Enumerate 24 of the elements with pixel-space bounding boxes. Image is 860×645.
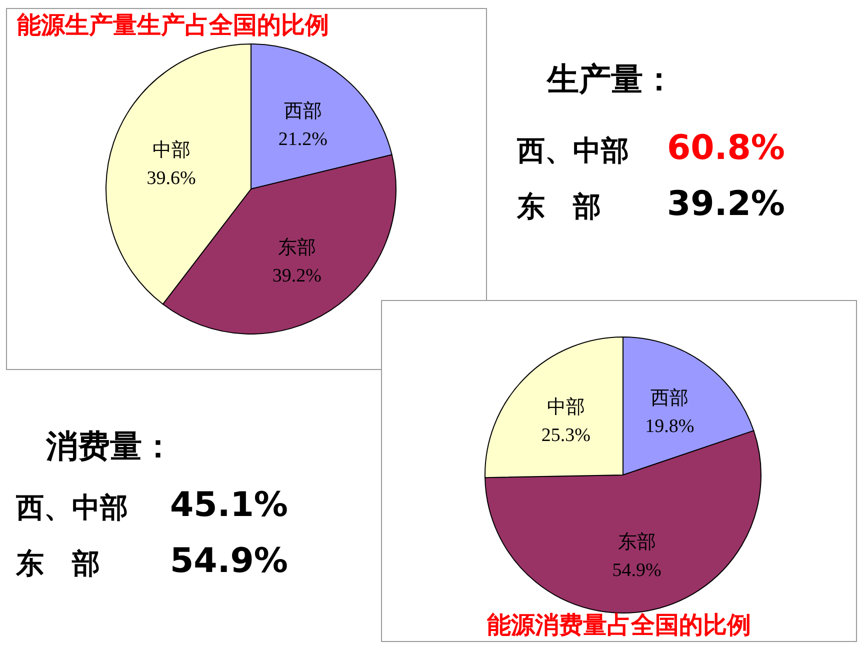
text: 60.8% <box>667 128 785 168</box>
slice-label: 中部 <box>152 139 190 162</box>
text: 消费量： <box>45 426 174 467</box>
slice-label: 西部 <box>650 386 689 409</box>
text: 东 部 <box>517 190 601 223</box>
data-label: 25.3% <box>541 424 591 446</box>
text: 西、中部 <box>517 134 629 167</box>
text: 能源消费量占全国的比例 <box>486 610 752 641</box>
slice-label: 中部 <box>546 396 585 418</box>
text: 西、中部 <box>16 491 128 524</box>
data-label: 19.8% <box>645 416 694 437</box>
text: 45.1% <box>170 485 288 525</box>
data-label: 39.6% <box>146 168 196 190</box>
data-label: 54.9% <box>612 560 662 581</box>
data-label: 39.2% <box>272 265 322 286</box>
data-label: 21.2% <box>278 128 328 150</box>
slice-label: 东部 <box>618 530 656 553</box>
slice-label: 西部 <box>284 100 322 122</box>
text: 东 部 <box>16 547 100 580</box>
text: 54.9% <box>170 541 288 581</box>
text: 39.2% <box>667 184 785 224</box>
text: 生产量： <box>545 59 675 100</box>
chart-title: 能源生产量生产占全国的比例 <box>16 10 330 41</box>
slice-label: 东部 <box>278 236 316 258</box>
